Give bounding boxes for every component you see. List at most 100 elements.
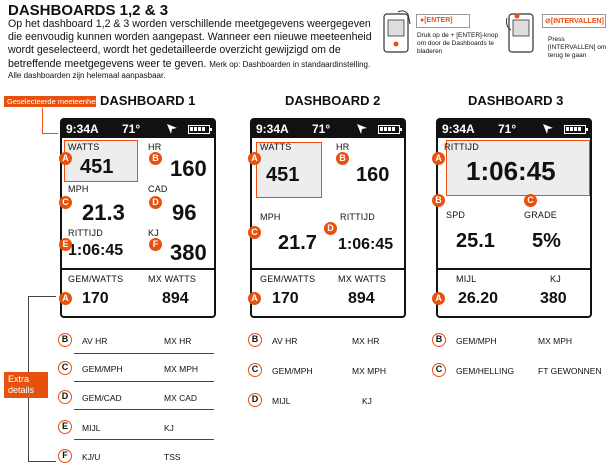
- screen-divider: [252, 268, 404, 270]
- temperature: 71°: [122, 122, 141, 136]
- bracket-line: [28, 461, 56, 462]
- bottom-value: 380: [540, 290, 567, 307]
- field-label: CAD: [148, 184, 168, 194]
- dashboard-2-screen: 9:34A 71° WATTS 451 HR 160 MPH 21.7 RITT…: [250, 118, 406, 318]
- field-label: MPH: [260, 212, 281, 222]
- dashboard-2-extras: B AV HR MX HR C GEM/MPH MX MPH D MIJL KJ: [248, 333, 408, 423]
- interval-button-illustration: [505, 8, 539, 58]
- extra-left: AV HR: [82, 336, 108, 346]
- badge-f: F: [149, 238, 162, 251]
- extra-left: GEM/HELLING: [456, 366, 515, 376]
- extra-badge: B: [58, 333, 72, 347]
- badge-b: B: [149, 152, 162, 165]
- extra-row: C GEM/MPH MX MPH: [248, 363, 408, 393]
- clock: 9:34A: [442, 122, 475, 136]
- intro-paragraph: Op het dashboard 1,2 & 3 worden verschil…: [8, 18, 372, 70]
- bracket-line: [28, 296, 56, 297]
- enter-button-illustration: [380, 8, 414, 58]
- bottom-value: 894: [348, 290, 375, 307]
- status-bar: 9:34A 71°: [252, 120, 404, 138]
- selected-unit-pointer: [42, 133, 58, 134]
- intro-text: Op het dashboard 1,2 & 3 worden verschil…: [8, 18, 376, 71]
- extra-badge: C: [58, 361, 72, 375]
- status-bar: 9:34A 71°: [62, 120, 214, 138]
- extra-badge: B: [432, 333, 446, 347]
- battery-icon: [564, 124, 588, 134]
- extra-row: D GEM/CAD MX CAD: [58, 389, 218, 419]
- field-label: KJ: [148, 228, 159, 238]
- extra-row-divider: [74, 381, 214, 382]
- field-label: HR: [336, 142, 350, 152]
- dashboard-3-title: DASHBOARD 3: [468, 93, 564, 108]
- extra-left: GEM/MPH: [456, 336, 497, 346]
- extra-badge: C: [248, 363, 262, 377]
- extra-details-line1: Extra: [8, 374, 30, 384]
- field-label: GRADE: [524, 210, 558, 220]
- extra-badge: F: [58, 449, 72, 463]
- badge-d: D: [149, 196, 162, 209]
- extra-badge: E: [58, 420, 72, 434]
- field-value: 21.7: [278, 232, 317, 254]
- bracket-line: [28, 296, 29, 372]
- badge-b: B: [432, 194, 445, 207]
- badge-c: C: [248, 226, 261, 239]
- screen-divider: [62, 268, 214, 270]
- extra-row: F KJ/U TSS: [58, 449, 218, 471]
- badge-a: A: [59, 292, 72, 305]
- field-label: HR: [148, 142, 162, 152]
- extra-details-line2: details: [8, 385, 35, 395]
- selected-unit-tag: Geselecteerde meeteenheid: [4, 96, 101, 107]
- extra-badge: B: [248, 333, 262, 347]
- extra-left: MIJL: [82, 423, 101, 433]
- device-hand-icon: [506, 13, 534, 53]
- bottom-label: KJ: [550, 274, 561, 284]
- page-title: DASHBOARDS 1,2 & 3: [8, 2, 169, 19]
- extra-left: AV HR: [272, 336, 298, 346]
- field-value: 96: [172, 200, 197, 225]
- selected-unit-pointer: [42, 108, 43, 134]
- extra-row: B AV HR MX HR: [248, 333, 408, 363]
- field-value: 1:06:45: [68, 242, 124, 259]
- navigation-arrow-icon: [167, 124, 177, 134]
- extra-row: E MIJL KJ: [58, 419, 218, 449]
- badge-a: A: [248, 152, 261, 165]
- bottom-label: MX WATTS: [338, 274, 387, 284]
- field-label: MPH: [68, 184, 89, 194]
- field-label: SPD: [446, 210, 466, 220]
- badge-b: B: [336, 152, 349, 165]
- selected-field-highlight: [446, 140, 590, 196]
- temperature: 71°: [498, 122, 517, 136]
- field-label: RITTIJD: [444, 142, 479, 152]
- extra-left: GEM/CAD: [82, 393, 122, 403]
- interval-hint-text: Press [INTERVALLEN] om terug te gaan: [548, 36, 607, 59]
- field-label: WATTS: [260, 142, 292, 152]
- clock: 9:34A: [66, 122, 99, 136]
- battery-icon: [378, 124, 402, 134]
- field-value: 160: [356, 164, 390, 186]
- dashboard-1-title: DASHBOARD 1: [100, 93, 196, 108]
- field-label: RITTIJD: [340, 212, 375, 222]
- extra-row-divider: [74, 353, 214, 354]
- bottom-value: 894: [162, 290, 189, 307]
- bottom-value: 170: [272, 290, 299, 307]
- field-value: 1:06:45: [338, 236, 394, 253]
- badge-a: A: [59, 152, 72, 165]
- extra-right: MX HR: [164, 336, 192, 346]
- enter-hint-text: Druk op de + [ENTER]-knop om door de Das…: [417, 32, 499, 55]
- device-hand-icon: [383, 10, 411, 53]
- extra-left: GEM/MPH: [272, 366, 313, 376]
- bottom-value: 26.20: [458, 290, 499, 307]
- clock: 9:34A: [256, 122, 289, 136]
- customizable-note: Alle dashboarden zijn helemaal aanpasbaa…: [8, 71, 166, 80]
- navigation-arrow-icon: [543, 124, 553, 134]
- badge-c: C: [59, 196, 72, 209]
- interval-hint-box: ⊘[INTERVALLEN]: [542, 14, 606, 28]
- extra-badge: C: [432, 363, 446, 377]
- extra-right: MX CAD: [164, 393, 198, 403]
- interval-hint-label: ⊘[INTERVALLEN]: [545, 18, 604, 25]
- extra-right: KJ: [164, 423, 174, 433]
- extra-right: KJ: [362, 396, 372, 406]
- dashboard-3-extras: B GEM/MPH MX MPH C GEM/HELLING FT GEWONN…: [432, 333, 608, 393]
- badge-d: D: [324, 222, 337, 235]
- extra-row-divider: [74, 439, 214, 440]
